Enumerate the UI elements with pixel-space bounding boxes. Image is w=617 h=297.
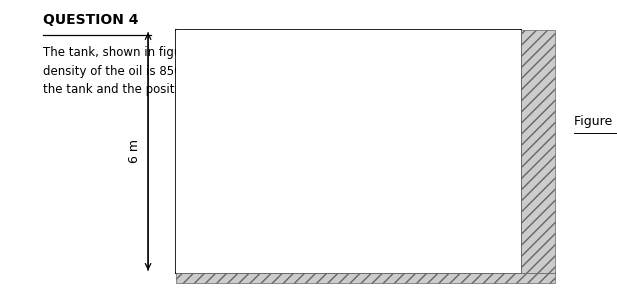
Text: Figure 2: Figure 2 — [574, 115, 617, 128]
Text: 4 m: 4 m — [432, 180, 445, 204]
Text: 6 m: 6 m — [128, 140, 141, 163]
Text: Water: Water — [278, 186, 315, 198]
Text: The tank, shown in figure 2, contains oil and water. The width of the tank is 4 : The tank, shown in figure 2, contains oi… — [43, 46, 549, 96]
Text: Oil: Oil — [340, 61, 357, 74]
Text: QUESTION 4: QUESTION 4 — [43, 13, 139, 27]
